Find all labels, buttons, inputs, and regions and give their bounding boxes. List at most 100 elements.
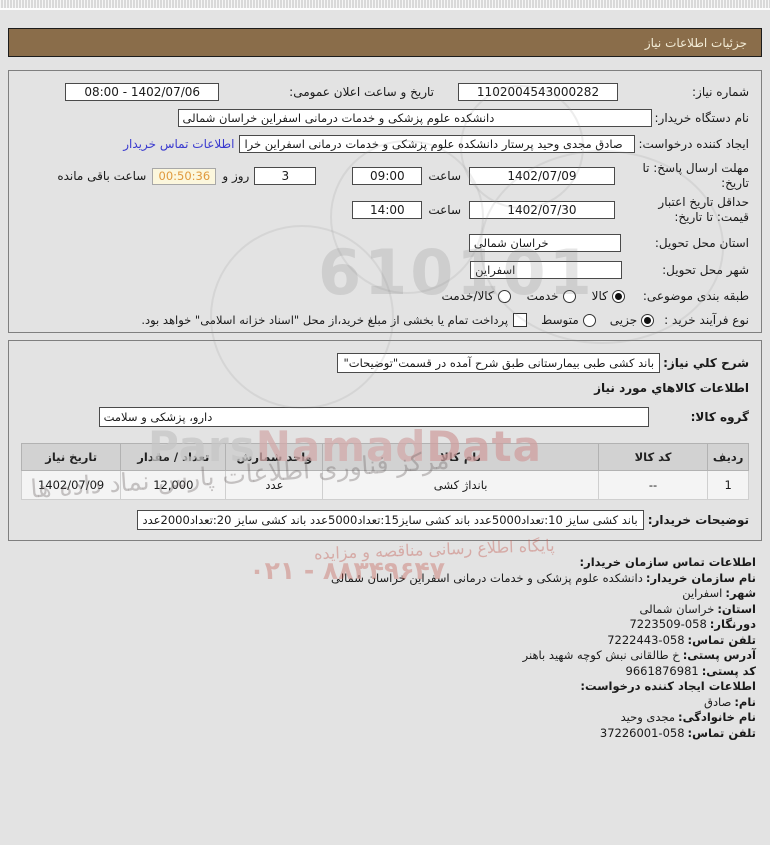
treasury-checkbox-item: پرداخت تمام یا بخشی از مبلغ خرید،از محل … xyxy=(141,313,528,327)
items-table: ردیف کد کالا نام کالا واحد شمارش تعداد /… xyxy=(20,443,749,500)
org-phone-label: تلفن تماس: xyxy=(687,632,756,647)
reply-deadline-label: مهلت ارسال پاسخ: تا تاریخ: xyxy=(642,161,749,191)
subject-class-label: طبقه بندی موضوعی: xyxy=(642,289,749,303)
org-address-value: خ طالقانی نبش کوچه شهید باهنر xyxy=(522,648,680,662)
cell-quantity: 12,000 xyxy=(120,470,227,500)
row-subject-class: طبقه بندی موضوعی: کالا خدمت کالا/خدمت xyxy=(21,287,749,305)
requester-label: ایجاد کننده درخواست: xyxy=(638,137,749,151)
org-phone-line: تلفن تماس:7222443-058 xyxy=(8,633,756,649)
requester-lastname-label: نام خانوادگی: xyxy=(678,710,756,724)
buyer-name-field[interactable]: دانشکده علوم پزشکی و خدمات درمانی اسفرای… xyxy=(177,109,652,127)
radio-icon-minor[interactable] xyxy=(641,313,655,327)
org-province-line: استان:خراسان شمالی xyxy=(8,602,756,618)
price-validity-date-field[interactable]: 1402/07/30 xyxy=(469,201,615,219)
radio-option-medium[interactable]: متوسط xyxy=(541,313,596,327)
org-city-value: اسفراین xyxy=(682,586,723,600)
requester-phone-line: تلفن تماس:37226001-058 xyxy=(8,726,756,742)
radio-icon-medium[interactable] xyxy=(582,313,596,327)
org-name-value: دانشکده علوم پزشکی و خدمات درمانی اسفرای… xyxy=(331,570,643,585)
radio-label-service: خدمت xyxy=(526,289,559,303)
buyer-notes-label: توضیحات خریدار: xyxy=(647,513,749,527)
org-fax-line: دورنگار:7223509-058 xyxy=(8,617,756,633)
cell-unit: عدد xyxy=(225,470,324,500)
requester-field[interactable]: صادق مجدی وحید پرستار دانشکده علوم پزشکی… xyxy=(239,135,636,153)
org-postal-line: کد پستی:9661876981 xyxy=(8,664,756,680)
city-label: شهر محل تحویل: xyxy=(662,263,749,277)
col-item-name: نام کالا xyxy=(322,443,599,471)
radio-label-goods: کالا xyxy=(591,289,608,303)
org-address-line: آدرس پستی:خ طالقانی نبش کوچه شهید باهنر xyxy=(8,648,756,664)
row-city: شهر محل تحویل: اسفراین xyxy=(21,259,749,281)
org-city-label: شهر: xyxy=(725,586,756,600)
title-bar: جزئیات اطلاعات نیاز xyxy=(8,28,762,57)
row-process-type: نوع فرآیند خرید : جزیی متوسط پرداخت تمام… xyxy=(21,311,749,329)
contact-info-section: اطلاعات تماس سازمان خریدار: نام سازمان خ… xyxy=(8,555,756,741)
need-desc-field[interactable]: باند کشی طبی بیمارستانی طبق شرح آمده در … xyxy=(337,353,661,373)
price-validity-label: حداقل تاریخ اعتبار قیمت: تا تاریخ: xyxy=(645,195,749,225)
cell-item-name: بانداژ کشی xyxy=(322,470,599,500)
buyer-name-label: نام دستگاه خریدار: xyxy=(654,111,750,125)
org-postal-label: کد پستی: xyxy=(701,663,756,678)
need-number-field[interactable]: 1102004543000282 xyxy=(458,83,618,101)
goods-group-field[interactable]: دارو، پزشکی و سلامت xyxy=(98,407,649,427)
goods-group-label: گروه کالا: xyxy=(690,410,749,424)
requester-lastname-line: نام خانوادگی:مجدی وحید xyxy=(8,710,756,726)
reply-deadline-date-field[interactable]: 1402/07/09 xyxy=(469,167,615,185)
cell-item-code: -- xyxy=(597,470,709,500)
need-number-label: شماره نیاز: xyxy=(692,85,749,99)
row-buyer-notes: توضیحات خریدار: باند کشی سایز 10:تعداد50… xyxy=(21,510,749,530)
treasury-note-label: پرداخت تمام یا بخشی از مبلغ خرید،از محل … xyxy=(141,313,509,327)
items-table-header-row: ردیف کد کالا نام کالا واحد شمارش تعداد /… xyxy=(20,443,749,471)
remaining-suffix-label: ساعت باقی مانده xyxy=(57,169,147,183)
cell-row-number: 1 xyxy=(707,470,749,500)
reply-deadline-label-line1: مهلت ارسال پاسخ: تا xyxy=(642,161,749,175)
org-name-line: نام سازمان خریدار:دانشکده علوم پزشکی و خ… xyxy=(8,571,756,587)
row-requester: ایجاد کننده درخواست: صادق مجدی وحید پرست… xyxy=(21,133,749,155)
cell-need-date: 1402/07/09 xyxy=(20,470,122,500)
countdown-timer: 00:50:36 xyxy=(152,167,217,185)
treasury-checkbox[interactable] xyxy=(513,313,528,327)
radio-option-goods-service[interactable]: کالا/خدمت xyxy=(441,289,511,303)
radio-label-goods-service: کالا/خدمت xyxy=(441,289,494,303)
price-validity-label-line2: قیمت: تا تاریخ: xyxy=(674,210,749,224)
row-goods-group: گروه کالا: دارو، پزشکی و سلامت xyxy=(21,407,749,427)
row-reply-deadline: مهلت ارسال پاسخ: تا تاریخ: 1402/07/09 سا… xyxy=(21,159,749,193)
org-fax-label: دورنگار: xyxy=(709,617,756,631)
row-need-desc: شرح کلي نیاز: باند کشی طبی بیمارستانی طب… xyxy=(21,353,749,373)
col-quantity: تعداد / مقدار xyxy=(120,443,227,471)
radio-option-goods[interactable]: کالا xyxy=(592,289,625,303)
process-type-label: نوع فرآیند خرید : xyxy=(664,313,749,327)
radio-label-medium: متوسط xyxy=(541,313,579,327)
radio-label-minor: جزیی xyxy=(609,313,638,327)
price-validity-time-field[interactable]: 14:00 xyxy=(352,201,423,219)
announce-datetime-label: تاریخ و ساعت اعلان عمومی: xyxy=(289,85,434,99)
page-title: جزئیات اطلاعات نیاز xyxy=(644,35,747,50)
province-label: استان محل تحویل: xyxy=(654,236,749,250)
radio-icon-goods[interactable] xyxy=(611,289,625,303)
radio-option-minor[interactable]: جزیی xyxy=(609,313,655,327)
col-unit: واحد شمارش xyxy=(225,443,324,471)
requester-phone-label: تلفن تماس: xyxy=(687,725,756,740)
announce-datetime-field[interactable]: 08:00 - 1402/07/06 xyxy=(65,83,220,101)
radio-option-service[interactable]: خدمت xyxy=(527,289,576,303)
validity-hour-label: ساعت xyxy=(428,203,461,217)
city-field[interactable]: اسفراین xyxy=(470,261,623,279)
items-heading: اطلاعات کالاهاي مورد نیاز xyxy=(594,381,749,395)
requester-phone-value: 37226001-058 xyxy=(599,725,685,740)
page-top-texture xyxy=(0,0,770,10)
radio-icon-service[interactable] xyxy=(562,289,576,303)
org-name-label: نام سازمان خریدار: xyxy=(645,570,756,585)
org-fax-value: 7223509-058 xyxy=(629,617,707,631)
col-item-code: کد کالا xyxy=(597,443,709,471)
radio-icon-goods-service[interactable] xyxy=(497,289,511,303)
org-city-line: شهر:اسفراین xyxy=(8,586,756,602)
org-phone-value: 7222443-058 xyxy=(607,632,685,647)
table-row: 1 -- بانداژ کشی عدد 12,000 1402/07/09 xyxy=(20,470,749,500)
buyer-notes-field[interactable]: باند کشی سایز 10:تعداد5000عدد باند کشی س… xyxy=(136,510,644,530)
org-address-label: آدرس پستی: xyxy=(682,648,756,662)
need-info-panel: شماره نیاز: 1102004543000282 تاریخ و ساع… xyxy=(8,70,762,333)
reply-deadline-time-field[interactable]: 09:00 xyxy=(352,167,423,185)
buyer-contact-link[interactable]: اطلاعات تماس خریدار xyxy=(123,137,235,151)
province-field[interactable]: خراسان شمالی xyxy=(468,234,621,252)
